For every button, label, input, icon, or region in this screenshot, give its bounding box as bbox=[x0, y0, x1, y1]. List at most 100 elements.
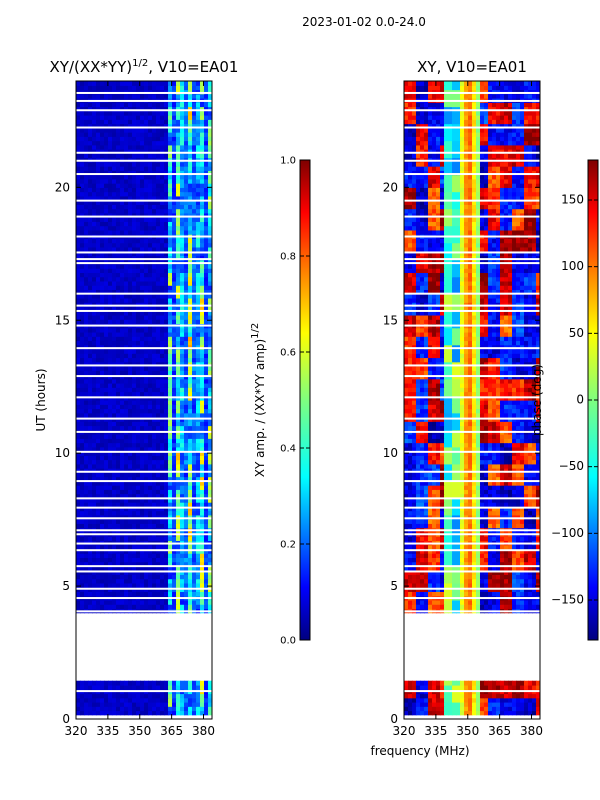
heatmap-cell bbox=[208, 570, 212, 575]
heatmap-cell bbox=[432, 693, 437, 699]
heatmap-cell bbox=[116, 183, 121, 188]
heatmap-cell bbox=[132, 442, 137, 448]
heatmap-cell bbox=[116, 246, 121, 252]
heatmap-cell bbox=[92, 285, 97, 291]
heatmap-cell bbox=[140, 310, 145, 316]
heatmap-cell bbox=[108, 408, 113, 414]
heatmap-cell bbox=[84, 344, 89, 350]
heatmap-cell bbox=[124, 149, 129, 154]
heatmap-cell bbox=[172, 365, 177, 371]
heatmap-cell bbox=[80, 442, 85, 448]
heatmap-cell bbox=[112, 697, 117, 703]
heatmap-cell bbox=[204, 548, 209, 554]
heatmap-cell bbox=[148, 242, 153, 248]
heatmap-cell bbox=[208, 170, 212, 176]
heatmap-cell bbox=[144, 697, 149, 703]
heatmap-cell bbox=[104, 514, 109, 520]
heatmap-cell bbox=[164, 400, 169, 405]
heatmap-cell bbox=[144, 110, 149, 116]
heatmap-cell bbox=[160, 446, 165, 452]
heatmap-cell bbox=[116, 710, 121, 716]
heatmap-cell bbox=[84, 425, 89, 431]
heatmap-cell bbox=[140, 574, 145, 580]
heatmap-cell bbox=[160, 425, 165, 431]
heatmap-cell bbox=[92, 348, 97, 354]
heatmap-cell bbox=[124, 510, 129, 516]
heatmap-cell bbox=[148, 472, 153, 478]
heatmap-cell bbox=[140, 183, 145, 188]
heatmap-cell bbox=[124, 370, 129, 376]
heatmap-cell bbox=[88, 208, 93, 214]
heatmap-cell bbox=[168, 268, 173, 273]
heatmap-cell bbox=[172, 293, 177, 299]
heatmap-cell bbox=[124, 519, 129, 524]
heatmap-cell bbox=[108, 246, 113, 252]
heatmap-cell bbox=[92, 697, 97, 703]
heatmap-cell bbox=[76, 599, 81, 605]
heatmap-cell bbox=[104, 378, 109, 384]
heatmap-cell bbox=[92, 446, 97, 452]
heatmap-cell bbox=[156, 412, 161, 418]
heatmap-cell bbox=[88, 340, 93, 346]
heatmap-cell bbox=[104, 582, 109, 588]
heatmap-cell bbox=[88, 361, 93, 367]
heatmap-cell bbox=[96, 578, 101, 584]
heatmap-cell bbox=[84, 208, 89, 214]
heatmap-cell bbox=[176, 93, 181, 99]
heatmap-cell bbox=[196, 391, 201, 397]
heatmap-cell bbox=[204, 268, 209, 273]
heatmap-cell bbox=[156, 238, 161, 244]
heatmap-cell bbox=[208, 314, 212, 320]
heatmap-cell bbox=[164, 331, 169, 337]
heatmap-cell bbox=[108, 170, 113, 176]
heatmap-cell bbox=[76, 519, 81, 524]
heatmap-cell bbox=[100, 348, 105, 354]
heatmap-cell bbox=[204, 489, 209, 495]
heatmap-cell bbox=[104, 578, 109, 584]
heatmap-cell bbox=[436, 604, 441, 610]
heatmap-cell bbox=[200, 225, 205, 231]
heatmap-cell bbox=[184, 451, 189, 456]
heatmap-cell bbox=[120, 434, 125, 439]
heatmap-cell bbox=[120, 485, 125, 490]
heatmap-cell bbox=[196, 434, 201, 439]
heatmap-cell bbox=[152, 348, 157, 354]
heatmap-cell bbox=[112, 480, 117, 486]
heatmap-cell bbox=[144, 574, 149, 580]
heatmap-cell bbox=[116, 136, 121, 142]
heatmap-cell bbox=[152, 497, 157, 503]
heatmap-cell bbox=[184, 680, 189, 686]
heatmap-cell bbox=[200, 523, 205, 529]
heatmap-cell bbox=[92, 361, 97, 367]
heatmap-cell bbox=[140, 404, 145, 410]
heatmap-cell bbox=[140, 544, 145, 550]
heatmap-cell bbox=[84, 697, 89, 703]
heatmap-cell bbox=[108, 506, 113, 512]
heatmap-cell bbox=[136, 391, 141, 397]
heatmap-cell bbox=[132, 110, 137, 116]
heatmap-cell bbox=[100, 302, 105, 308]
heatmap-cell bbox=[100, 361, 105, 367]
heatmap-cell bbox=[180, 378, 185, 384]
heatmap-cell bbox=[204, 493, 209, 499]
heatmap-cell bbox=[136, 480, 141, 486]
heatmap-cell bbox=[120, 523, 125, 529]
heatmap-cell bbox=[160, 412, 165, 418]
heatmap-cell bbox=[124, 468, 129, 473]
heatmap-cell bbox=[88, 306, 93, 312]
heatmap-cell bbox=[108, 336, 113, 342]
heatmap-cell bbox=[84, 161, 89, 167]
heatmap-cell bbox=[96, 404, 101, 410]
heatmap-cell bbox=[172, 336, 177, 342]
heatmap-cell bbox=[156, 591, 161, 597]
left-heatmap bbox=[76, 81, 212, 719]
heatmap-cell bbox=[200, 204, 205, 210]
heatmap-cell bbox=[200, 553, 205, 558]
heatmap-cell bbox=[196, 174, 201, 180]
heatmap-cell bbox=[208, 421, 212, 427]
heatmap-cell bbox=[144, 387, 149, 393]
heatmap-cell bbox=[144, 451, 149, 456]
heatmap-cell bbox=[472, 680, 477, 686]
heatmap-cell bbox=[148, 81, 153, 86]
heatmap-cell bbox=[192, 102, 197, 108]
